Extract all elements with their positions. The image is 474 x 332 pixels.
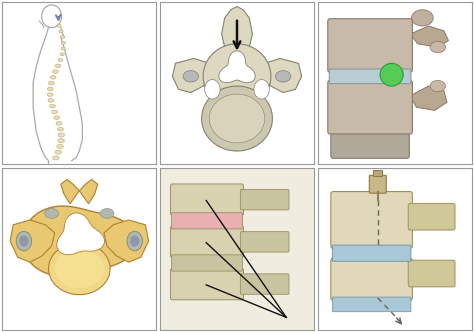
Polygon shape xyxy=(173,58,219,93)
Ellipse shape xyxy=(47,93,53,96)
Polygon shape xyxy=(61,179,79,204)
Ellipse shape xyxy=(100,208,114,218)
Polygon shape xyxy=(55,249,104,288)
Ellipse shape xyxy=(61,47,65,50)
Polygon shape xyxy=(57,213,104,255)
Ellipse shape xyxy=(430,80,446,92)
Ellipse shape xyxy=(411,10,433,26)
Ellipse shape xyxy=(55,64,61,68)
Polygon shape xyxy=(10,220,55,262)
FancyBboxPatch shape xyxy=(331,258,412,300)
Ellipse shape xyxy=(380,63,403,86)
FancyBboxPatch shape xyxy=(328,80,412,134)
FancyBboxPatch shape xyxy=(332,297,411,312)
Ellipse shape xyxy=(54,116,60,120)
Ellipse shape xyxy=(19,235,28,247)
FancyBboxPatch shape xyxy=(331,192,412,248)
Polygon shape xyxy=(222,7,252,50)
FancyBboxPatch shape xyxy=(329,69,411,84)
FancyBboxPatch shape xyxy=(240,274,289,294)
FancyBboxPatch shape xyxy=(408,260,455,287)
Polygon shape xyxy=(48,243,110,294)
Ellipse shape xyxy=(60,36,64,39)
FancyBboxPatch shape xyxy=(240,190,289,210)
FancyBboxPatch shape xyxy=(171,184,244,215)
Ellipse shape xyxy=(53,70,58,73)
Ellipse shape xyxy=(45,208,58,218)
FancyBboxPatch shape xyxy=(172,213,242,229)
Ellipse shape xyxy=(56,122,62,125)
FancyBboxPatch shape xyxy=(240,232,289,252)
FancyBboxPatch shape xyxy=(171,226,244,258)
Polygon shape xyxy=(203,44,271,109)
Polygon shape xyxy=(210,94,264,143)
FancyBboxPatch shape xyxy=(332,245,411,261)
FancyBboxPatch shape xyxy=(172,255,242,271)
Ellipse shape xyxy=(60,53,64,56)
Polygon shape xyxy=(410,86,447,111)
Ellipse shape xyxy=(16,231,32,251)
Ellipse shape xyxy=(58,59,63,61)
Bar xyxy=(373,170,383,176)
FancyBboxPatch shape xyxy=(328,19,412,72)
Ellipse shape xyxy=(275,71,291,82)
FancyBboxPatch shape xyxy=(171,268,244,300)
Ellipse shape xyxy=(59,30,63,33)
Ellipse shape xyxy=(57,24,61,27)
Ellipse shape xyxy=(48,81,54,85)
FancyBboxPatch shape xyxy=(331,129,410,158)
Ellipse shape xyxy=(55,150,62,154)
Polygon shape xyxy=(22,206,136,276)
Ellipse shape xyxy=(58,139,64,143)
Polygon shape xyxy=(219,51,255,83)
Ellipse shape xyxy=(58,127,64,131)
Polygon shape xyxy=(255,58,301,93)
Ellipse shape xyxy=(58,133,64,137)
Ellipse shape xyxy=(47,87,53,91)
Polygon shape xyxy=(254,80,269,99)
Ellipse shape xyxy=(50,76,56,79)
Ellipse shape xyxy=(130,235,139,247)
Ellipse shape xyxy=(61,42,65,44)
Ellipse shape xyxy=(52,110,57,114)
Polygon shape xyxy=(410,26,448,47)
FancyBboxPatch shape xyxy=(369,175,386,193)
Polygon shape xyxy=(205,80,220,99)
Ellipse shape xyxy=(53,156,59,160)
FancyBboxPatch shape xyxy=(408,204,455,230)
Polygon shape xyxy=(79,179,98,204)
Polygon shape xyxy=(104,220,148,262)
Ellipse shape xyxy=(127,231,142,251)
Ellipse shape xyxy=(50,104,55,108)
Ellipse shape xyxy=(183,71,199,82)
Ellipse shape xyxy=(48,99,54,102)
Ellipse shape xyxy=(57,144,64,148)
Polygon shape xyxy=(201,86,273,151)
Ellipse shape xyxy=(430,42,446,53)
